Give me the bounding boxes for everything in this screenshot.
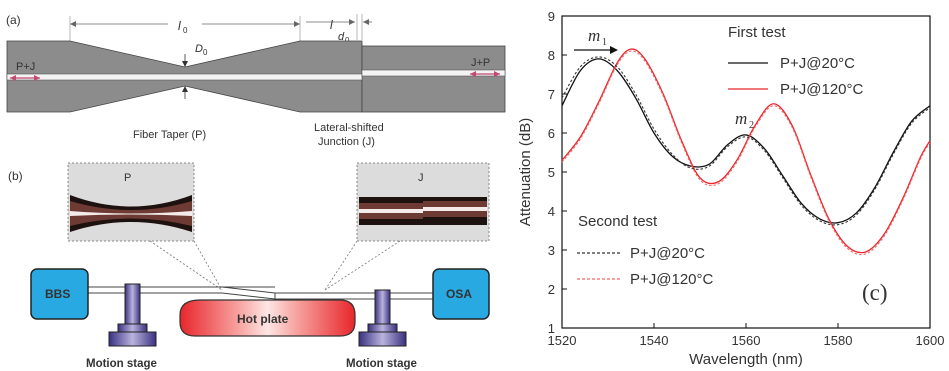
osa-label: OSA [446, 287, 472, 301]
caption-junction-line1: Lateral-shifted [314, 122, 384, 134]
peak-m2-annotation: m 2 [735, 109, 754, 131]
y-axis-label: Attenuation (dB) [517, 118, 534, 226]
y-tick-label: 2 [548, 282, 555, 297]
panel-b: (b) P J [8, 162, 490, 370]
label-p-plus-j: P+J [16, 61, 35, 73]
motion-stage-left [108, 283, 157, 347]
y-tick-label: 9 [548, 9, 555, 24]
dim-l-text: l [330, 18, 333, 32]
panel-a-label: (a) [6, 13, 21, 27]
y-tick-label: 3 [548, 243, 555, 258]
motion-stage-left-label: Motion stage [86, 358, 157, 370]
y-tick-label: 5 [548, 165, 555, 180]
panel-a: (a) l 0 l d 0 [6, 13, 506, 148]
peak-m1-text: m [588, 26, 600, 45]
hot-plate-label: Hot plate [237, 312, 289, 326]
bbs-source: BBS [30, 268, 89, 320]
y-tick-label: 8 [548, 48, 555, 63]
legend-second-test: Second test P+J@20°C P+J@120°C [577, 213, 714, 288]
hot-plate: Hot plate [179, 299, 356, 337]
y-tick-label: 6 [548, 126, 555, 141]
motion-stage-right-label: Motion stage [346, 358, 417, 370]
series-line-3 [561, 56, 931, 226]
x-tick-label: 1580 [824, 333, 853, 348]
dim-D0-text: D [195, 43, 203, 55]
legend-second-series-2: P+J@120°C [630, 271, 714, 288]
dimension-l0: l 0 [69, 14, 301, 42]
shifted-junction-body [361, 45, 506, 113]
x-tick-label: 1520 [548, 333, 577, 348]
series-line-1 [561, 58, 931, 224]
panel-c-chart: 1520 1540 1560 1580 1600 1 2 3 4 5 6 7 8 9 Wavelength… [517, 9, 944, 368]
legend-first-series-2: P+J@120°C [780, 81, 864, 98]
legend-second-series-1: P+J@20°C [630, 245, 705, 262]
dimension-D0: D 0 [182, 43, 208, 99]
dim-l0-text: l [178, 19, 181, 33]
y-tick-label: 4 [548, 204, 555, 219]
x-tick-label: 1540 [640, 333, 669, 348]
motion-stage-right [358, 289, 407, 347]
panel-b-label: (b) [8, 169, 23, 183]
series-line-2 [561, 48, 931, 254]
bbs-label: BBS [45, 287, 70, 301]
y-tick-label: 1 [548, 321, 555, 336]
dimension-l-d0: l d 0 [306, 14, 372, 45]
legend-first-title: First test [728, 24, 786, 41]
caption-junction-line2: Junction (J) [318, 136, 375, 148]
legend-first-test: First test P+J@20°C P+J@120°C [728, 24, 864, 98]
dim-d0-sub: 0 [345, 36, 350, 45]
dim-D0-sub: 0 [203, 48, 208, 57]
inset-p-label: P [124, 172, 131, 184]
panel-c-label: (c) [862, 280, 888, 305]
y-tick-label: 7 [548, 87, 555, 102]
caption-fiber-taper: Fiber Taper (P) [133, 129, 206, 141]
inset-j-label: J [418, 172, 424, 184]
light-direction-arrows [10, 71, 500, 81]
inset-taper-image: P [67, 162, 195, 242]
axis-ticks: 1520 1540 1560 1580 1600 1 2 3 4 5 6 7 8 9 [548, 9, 945, 348]
osa-analyzer: OSA [432, 268, 490, 320]
x-tick-label: 1560 [732, 333, 761, 348]
inset-leader-lines [149, 240, 401, 291]
legend-second-title: Second test [578, 213, 658, 230]
x-tick-label: 1600 [916, 333, 945, 348]
inset-junction-image: J [356, 162, 490, 242]
peak-m1-annotation: m 1 [574, 26, 618, 54]
label-j-plus-p: J+P [471, 57, 490, 69]
peak-m2-sub: 2 [749, 120, 754, 131]
x-axis-label: Wavelength (nm) [689, 351, 803, 368]
legend-first-series-1: P+J@20°C [780, 55, 855, 72]
series-layer [561, 48, 931, 256]
peak-m1-sub: 1 [602, 37, 607, 48]
dim-l0-sub: 0 [183, 26, 188, 35]
peak-m2-text: m [735, 109, 747, 128]
dim-d0-text: d [338, 31, 345, 43]
fiber-core [6, 69, 506, 81]
